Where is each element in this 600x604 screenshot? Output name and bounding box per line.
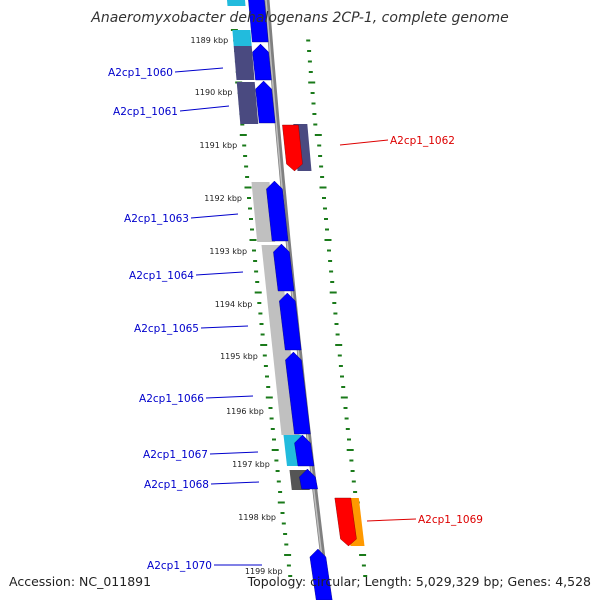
gene-label[interactable]: A2cp1_1066	[139, 393, 204, 405]
accession-text: Accession: NC_011891	[9, 574, 152, 589]
kbp-label: 1192 kbp	[204, 194, 242, 203]
forward-gene-arrow	[294, 434, 315, 467]
label-connectors	[174, 67, 417, 566]
label-connector-line	[209, 451, 259, 455]
kbp-label: 1190 kbp	[195, 88, 233, 97]
gene-label[interactable]: A2cp1_1063	[124, 213, 189, 225]
kbp-label: 1195 kbp	[220, 352, 258, 361]
label-connector-line	[174, 67, 224, 73]
genome-summary-text: Topology: circular; Length: 5,029,329 bp…	[247, 574, 591, 589]
gene-arrows	[248, 0, 357, 601]
reverse-gene-arrow	[334, 497, 357, 547]
reverse-gene-arrow	[282, 124, 303, 172]
kbp-labels: 1189 kbp 1190 kbp 1191 kbp 1192 kbp 1193 kbp…	[190, 36, 282, 576]
forward-gene-arrow	[255, 80, 276, 124]
cog-block	[236, 82, 259, 124]
forward-gene-arrow	[279, 292, 302, 351]
cog-block	[232, 30, 252, 46]
label-connector-line	[339, 139, 389, 146]
forward-gene-arrow	[273, 243, 295, 292]
cog-block	[227, 0, 246, 6]
forward-gene-arrow	[266, 180, 289, 242]
kbp-label: 1197 kbp	[232, 460, 270, 469]
forward-gene-arrow	[248, 0, 269, 43]
map-title: Anaeromyxobacter dehalogenans 2CP-1, com…	[91, 10, 509, 26]
forward-gene-arrow	[285, 351, 311, 435]
gene-label[interactable]: A2cp1_1062	[390, 135, 455, 147]
gene-label[interactable]: A2cp1_1061	[113, 106, 178, 118]
kbp-label: 1189 kbp	[190, 36, 228, 45]
gene-label[interactable]: A2cp1_1070	[147, 560, 212, 572]
gene-label[interactable]: A2cp1_1068	[144, 479, 209, 491]
label-connector-line	[205, 395, 254, 399]
gene-label[interactable]: A2cp1_1064	[129, 270, 194, 282]
gene-label[interactable]: A2cp1_1069	[418, 514, 483, 526]
label-connector-line	[190, 213, 239, 219]
kbp-label: 1199 kbp	[245, 567, 283, 576]
cog-block	[233, 46, 255, 80]
kbp-label: 1194 kbp	[215, 300, 253, 309]
label-connector-line	[366, 518, 417, 522]
gene-labels[interactable]: A2cp1_1060 A2cp1_1061 A2cp1_1062 A2cp1_1063…	[108, 67, 483, 572]
label-connector-line	[200, 325, 249, 329]
forward-gene-arrow	[252, 43, 272, 81]
label-connector-line	[195, 271, 244, 276]
gene-label[interactable]: A2cp1_1065	[134, 323, 199, 335]
kbp-label: 1191 kbp	[199, 141, 237, 150]
label-connector-line	[210, 481, 260, 485]
label-connector-line	[179, 105, 230, 112]
kbp-label: 1196 kbp	[226, 407, 264, 416]
gene-label[interactable]: A2cp1_1060	[108, 67, 173, 79]
kbp-label: 1198 kbp	[238, 513, 276, 522]
gene-label[interactable]: A2cp1_1067	[143, 449, 208, 461]
forward-gene-arrow	[299, 468, 318, 490]
kbp-label: 1193 kbp	[209, 247, 247, 256]
